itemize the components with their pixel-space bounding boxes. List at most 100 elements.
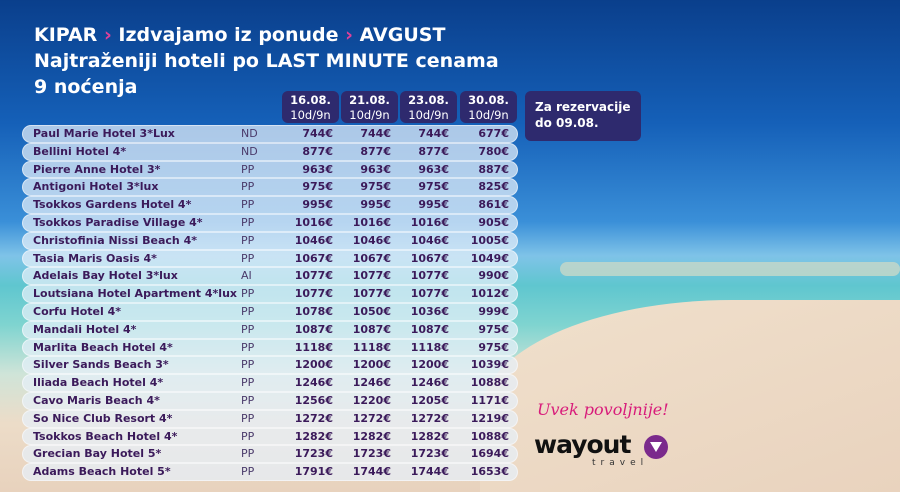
price-cell: 1087€ — [410, 322, 449, 336]
price-cell: 963€ — [302, 162, 333, 176]
hotel-name: Tsokkos Beach Hotel 4* — [33, 429, 178, 443]
beach-background — [480, 300, 900, 492]
board-type: PP — [241, 287, 255, 301]
price-cell: 1118€ — [410, 340, 449, 354]
price-cell: 744€ — [360, 127, 391, 140]
logo-subtitle: travel — [592, 458, 649, 468]
table-row: Antigoni Hotel 3*lux PP 975€ 975€ 975€ 825€ — [22, 178, 518, 197]
price-table: Paul Marie Hotel 3*Lux ND 744€ 744€ 744€ 677€… — [22, 125, 518, 481]
price-cell: 1272€ — [294, 411, 333, 425]
hotel-name: Christofinia Nissi Beach 4* — [33, 233, 197, 247]
price-cell: 975€ — [418, 180, 449, 194]
price-cell: 975€ — [302, 180, 333, 194]
price-cell: 1256€ — [294, 393, 333, 407]
hotel-name: Tsokkos Gardens Hotel 4* — [33, 198, 192, 212]
board-type: PP — [241, 429, 255, 443]
table-row: So Nice Club Resort 4* PP 1272€ 1272€ 1272€ 1… — [22, 409, 518, 428]
board-type: PP — [241, 411, 255, 425]
title-country: KIPAR — [34, 24, 98, 46]
price-cell: 1012€ — [470, 287, 509, 301]
board-type: PP — [241, 358, 255, 372]
board-type: PP — [241, 376, 255, 390]
price-cell: 1016€ — [410, 215, 449, 229]
price-cell: 780€ — [478, 144, 509, 158]
table-row: Tsokkos Paradise Village 4* PP 1016€ 1016€ 1… — [22, 213, 518, 232]
price-cell: 1272€ — [352, 411, 391, 425]
table-row: Grecian Bay Hotel 5* PP 1723€ 1723€ 1723€ 169… — [22, 445, 518, 464]
price-cell: 1205€ — [410, 393, 449, 407]
price-cell: 975€ — [478, 340, 509, 354]
location-arrow-icon — [644, 435, 668, 459]
price-cell: 1246€ — [294, 376, 333, 390]
table-row: Cavo Maris Beach 4* PP 1256€ 1220€ 1205€ 1171… — [22, 391, 518, 410]
hotel-name: Tsokkos Paradise Village 4* — [33, 215, 203, 229]
table-row: Pierre Anne Hotel 3* PP 963€ 963€ 963€ 887€ — [22, 160, 518, 179]
price-cell: 1036€ — [410, 304, 449, 318]
price-cell: 1653€ — [470, 465, 509, 479]
price-cell: 887€ — [478, 162, 509, 176]
price-cell: 1077€ — [294, 269, 333, 283]
nights-label: 9 noćenja — [34, 76, 138, 98]
price-cell: 1220€ — [352, 393, 391, 407]
hotel-name: So Nice Club Resort 4* — [33, 411, 173, 425]
hotel-name: Loutsiana Hotel Apartment 4*lux — [33, 287, 237, 301]
hotel-name: Pierre Anne Hotel 3* — [33, 162, 161, 176]
table-row: Bellini Hotel 4* ND 877€ 877€ 877€ 780€ — [22, 142, 518, 161]
hotel-name: Silver Sands Beach 3* — [33, 358, 169, 372]
reservation-date: do 09.08. — [535, 116, 599, 130]
price-cell: 1694€ — [470, 447, 509, 461]
price-cell: 1282€ — [294, 429, 333, 443]
price-cell: 1087€ — [294, 322, 333, 336]
column-header: 23.08. 10d/9n — [400, 91, 457, 123]
price-cell: 825€ — [478, 180, 509, 194]
price-cell: 1171€ — [470, 393, 509, 407]
board-type: PP — [241, 304, 255, 318]
price-cell: 1049€ — [470, 251, 509, 265]
board-type: ND — [241, 127, 258, 140]
price-cell: 963€ — [360, 162, 391, 176]
table-row: Paul Marie Hotel 3*Lux ND 744€ 744€ 744€ 677€ — [22, 125, 518, 143]
price-cell: 1005€ — [470, 233, 509, 247]
price-cell: 1087€ — [352, 322, 391, 336]
table-row: Silver Sands Beach 3* PP 1200€ 1200€ 1200€ 10… — [22, 356, 518, 375]
price-cell: 1723€ — [352, 447, 391, 461]
board-type: PP — [241, 340, 255, 354]
price-cell: 1077€ — [410, 287, 449, 301]
hotel-name: Grecian Bay Hotel 5* — [33, 447, 162, 461]
shoreline — [560, 262, 900, 276]
reservation-label: Za rezervacije — [535, 100, 631, 114]
price-cell: 1016€ — [294, 215, 333, 229]
price-cell: 1219€ — [470, 411, 509, 425]
hotel-name: Corfu Hotel 4* — [33, 304, 121, 318]
price-cell: 877€ — [302, 144, 333, 158]
price-cell: 861€ — [478, 198, 509, 212]
slogan: Uvek povoljnije! — [537, 400, 669, 419]
breadcrumb-separator: › — [103, 24, 112, 46]
price-cell: 1077€ — [352, 287, 391, 301]
hotel-name: Bellini Hotel 4* — [33, 144, 127, 158]
price-cell: 1118€ — [294, 340, 333, 354]
column-header: 30.08. 10d/9n — [460, 91, 517, 123]
price-cell: 1016€ — [352, 215, 391, 229]
hotel-name: Paul Marie Hotel 3*Lux — [33, 127, 175, 140]
price-cell: 995€ — [302, 198, 333, 212]
title-month: AVGUST — [359, 24, 446, 46]
board-type: PP — [241, 180, 255, 194]
headline: KIPAR › Izdvajamo iz ponude › AVGUST — [34, 24, 445, 47]
title-section: Izdvajamo iz ponude — [118, 24, 339, 46]
price-cell: 1246€ — [410, 376, 449, 390]
price-cell: 1200€ — [294, 358, 333, 372]
price-cell: 877€ — [418, 144, 449, 158]
price-cell: 1272€ — [410, 411, 449, 425]
board-type: ND — [241, 144, 258, 158]
price-cell: 877€ — [360, 144, 391, 158]
price-cell: 1077€ — [294, 287, 333, 301]
hotel-name: Tasia Maris Oasis 4* — [33, 251, 157, 265]
price-cell: 963€ — [418, 162, 449, 176]
board-type: PP — [241, 233, 255, 247]
price-cell: 1046€ — [410, 233, 449, 247]
price-cell: 990€ — [478, 269, 509, 283]
board-type: PP — [241, 322, 255, 336]
hotel-name: Iliada Beach Hotel 4* — [33, 376, 164, 390]
price-cell: 1723€ — [410, 447, 449, 461]
